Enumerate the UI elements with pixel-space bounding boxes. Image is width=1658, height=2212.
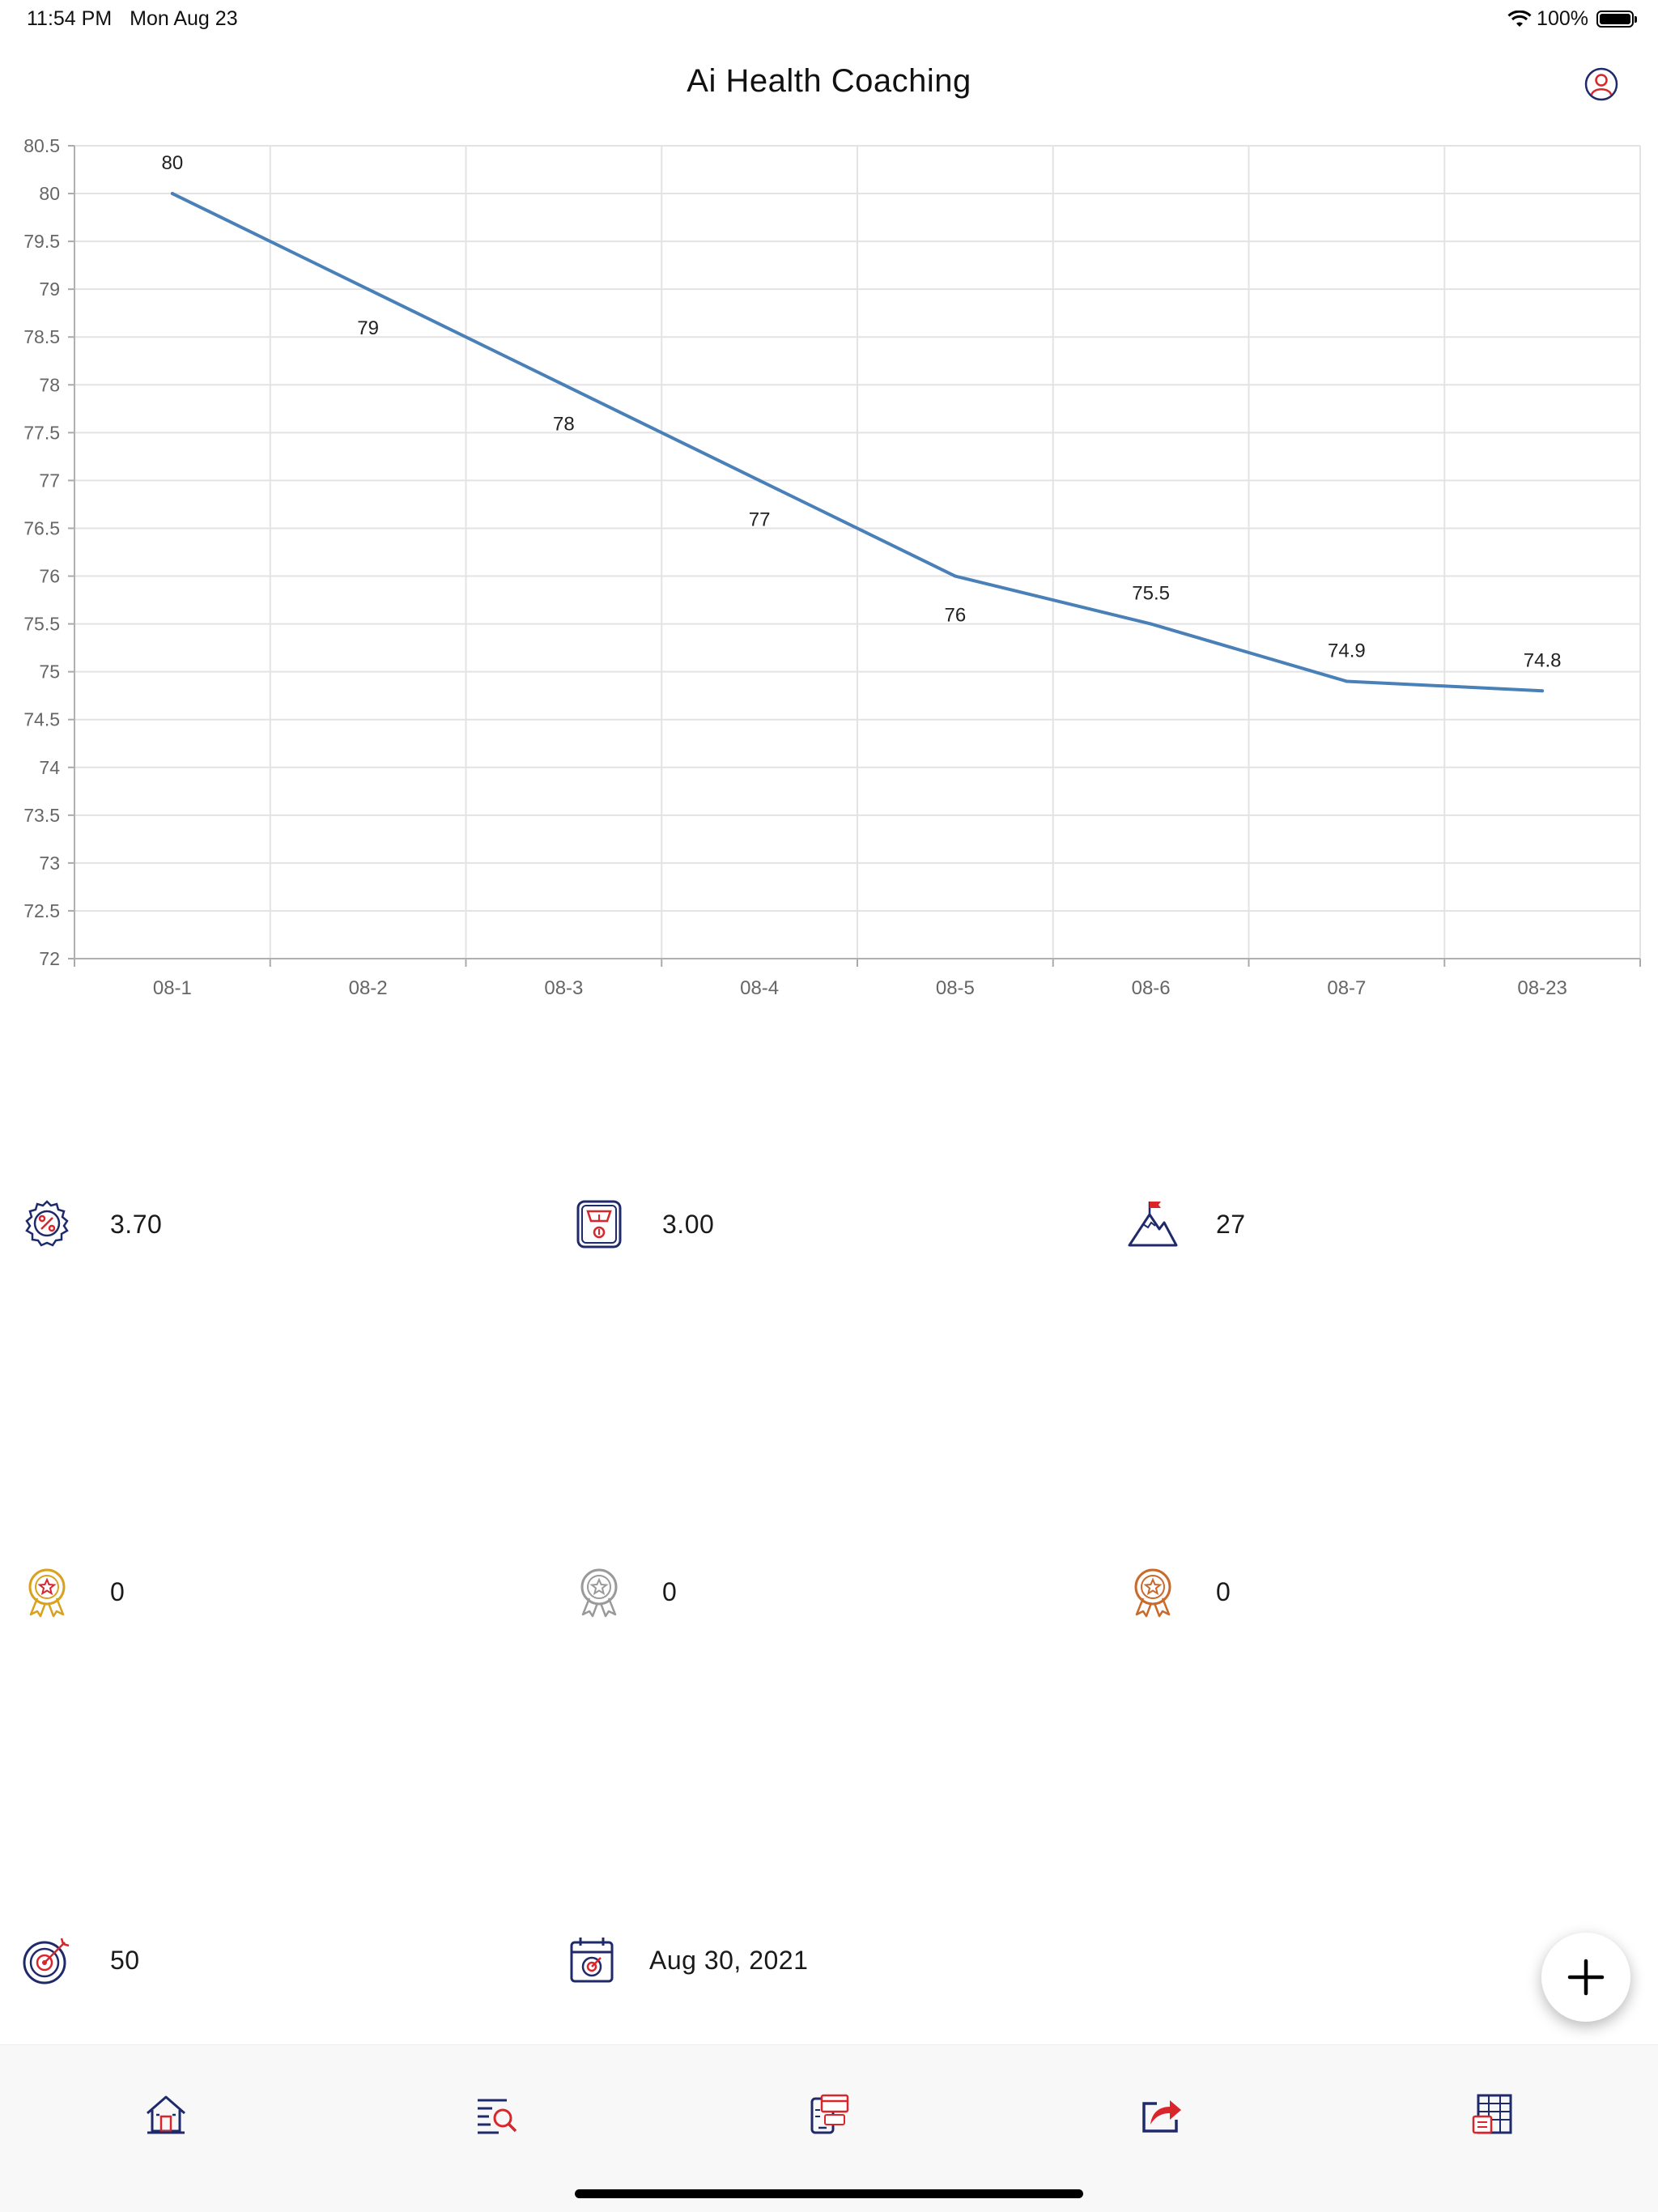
table-icon	[1472, 2094, 1512, 2134]
share-icon	[1142, 2100, 1181, 2133]
tab-share[interactable]	[1137, 2090, 1185, 2138]
y-tick-label: 75	[39, 661, 60, 683]
stat-silver-medal: 0	[573, 1559, 677, 1624]
y-tick-label: 72.5	[23, 900, 60, 921]
add-button[interactable]	[1541, 1933, 1630, 2022]
tab-search[interactable]	[472, 2090, 521, 2138]
data-point	[1541, 689, 1545, 693]
data-point	[758, 479, 762, 483]
wifi-icon	[1507, 10, 1532, 27]
x-tick-label: 08-2	[349, 977, 388, 996]
stat-mountain: 27	[1127, 1192, 1246, 1257]
data-label: 80	[162, 152, 184, 174]
plus-icon	[1567, 1959, 1605, 1996]
data-point	[366, 287, 370, 291]
data-label: 76	[945, 605, 967, 627]
target-icon	[21, 1934, 73, 1986]
y-tick-label: 80	[39, 183, 60, 204]
data-point	[953, 574, 957, 578]
y-tick-label: 78.5	[23, 326, 60, 347]
mountain-value: 27	[1216, 1209, 1246, 1239]
y-tick-label: 73.5	[23, 805, 60, 826]
y-tick-label: 76.5	[23, 517, 60, 538]
status-date: Mon Aug 23	[130, 7, 238, 30]
tab-bar	[0, 2044, 1658, 2212]
stat-percent: 3.70	[21, 1192, 162, 1257]
tab-table[interactable]	[1468, 2090, 1516, 2138]
y-tick-label: 74	[39, 757, 60, 778]
percent-badge-icon	[21, 1198, 73, 1250]
scale-icon	[573, 1198, 625, 1250]
bronze-medal-icon	[1127, 1566, 1179, 1618]
y-tick-label: 78	[39, 374, 60, 395]
silver-medal-value: 0	[662, 1576, 678, 1606]
stat-bronze-medal: 0	[1127, 1559, 1231, 1624]
y-tick-label: 72	[39, 948, 60, 969]
battery-percent: 100%	[1537, 7, 1588, 30]
scale-value: 3.00	[662, 1209, 715, 1239]
data-label: 79	[357, 317, 379, 339]
home-indicator	[575, 2189, 1083, 2198]
x-tick-label: 08-1	[153, 977, 192, 996]
status-bar: 11:54 PM Mon Aug 23 100%	[0, 0, 1658, 37]
stat-scale: 3.00	[573, 1192, 714, 1257]
silver-medal-icon	[573, 1566, 625, 1618]
data-point	[562, 383, 566, 387]
y-tick-label: 79.5	[23, 231, 60, 252]
data-label: 74.8	[1524, 649, 1562, 671]
stat-target: 50	[21, 1928, 140, 1993]
tab-payment[interactable]	[805, 2090, 853, 2138]
gold-medal-value: 0	[110, 1576, 125, 1606]
y-tick-label: 74.5	[23, 709, 60, 730]
x-tick-label: 08-3	[544, 977, 583, 996]
data-label: 78	[553, 413, 575, 435]
calendar-target-icon	[567, 1934, 619, 1986]
x-tick-label: 08-23	[1517, 977, 1567, 996]
profile-button[interactable]	[1584, 66, 1619, 102]
status-time: 11:54 PM	[27, 7, 113, 30]
page-title: Ai Health Coaching	[687, 63, 971, 99]
x-tick-label: 08-7	[1327, 977, 1366, 996]
data-label: 77	[749, 508, 771, 530]
y-tick-label: 77.5	[23, 422, 60, 443]
y-tick-label: 73	[39, 853, 60, 874]
y-tick-label: 79	[39, 279, 60, 300]
y-tick-label: 76	[39, 566, 60, 587]
x-tick-label: 08-4	[740, 977, 779, 996]
mountain-flag-icon	[1127, 1198, 1179, 1250]
stat-date: Aug 30, 2021	[567, 1928, 808, 1993]
gold-medal-icon	[21, 1566, 73, 1618]
user-profile-icon	[1584, 67, 1618, 101]
data-point	[170, 192, 174, 196]
stat-gold-medal: 0	[21, 1559, 125, 1624]
payment-icon	[810, 2094, 849, 2134]
y-tick-label: 80.5	[23, 135, 60, 156]
battery-icon	[1596, 11, 1637, 28]
y-tick-label: 75.5	[23, 614, 60, 635]
home-icon	[147, 2095, 185, 2134]
target-value: 50	[110, 1945, 140, 1975]
tab-home[interactable]	[142, 2090, 190, 2138]
data-point	[1345, 679, 1349, 683]
data-label: 75.5	[1132, 583, 1170, 605]
date-value: Aug 30, 2021	[649, 1945, 809, 1975]
x-tick-label: 08-6	[1132, 977, 1171, 996]
y-tick-label: 77	[39, 470, 60, 491]
data-point	[1149, 622, 1153, 626]
series-line	[171, 192, 1543, 693]
x-tick-label: 08-5	[936, 977, 975, 996]
percent-value: 3.70	[110, 1209, 163, 1239]
data-label: 74.9	[1328, 640, 1366, 661]
bronze-medal-value: 0	[1216, 1576, 1231, 1606]
search-list-icon	[478, 2099, 517, 2134]
weight-line-chart: 72 72.5 73 73.5 74 74.5 75 75.5 76 76.5 77 77.5 78 78…	[23, 135, 1641, 996]
